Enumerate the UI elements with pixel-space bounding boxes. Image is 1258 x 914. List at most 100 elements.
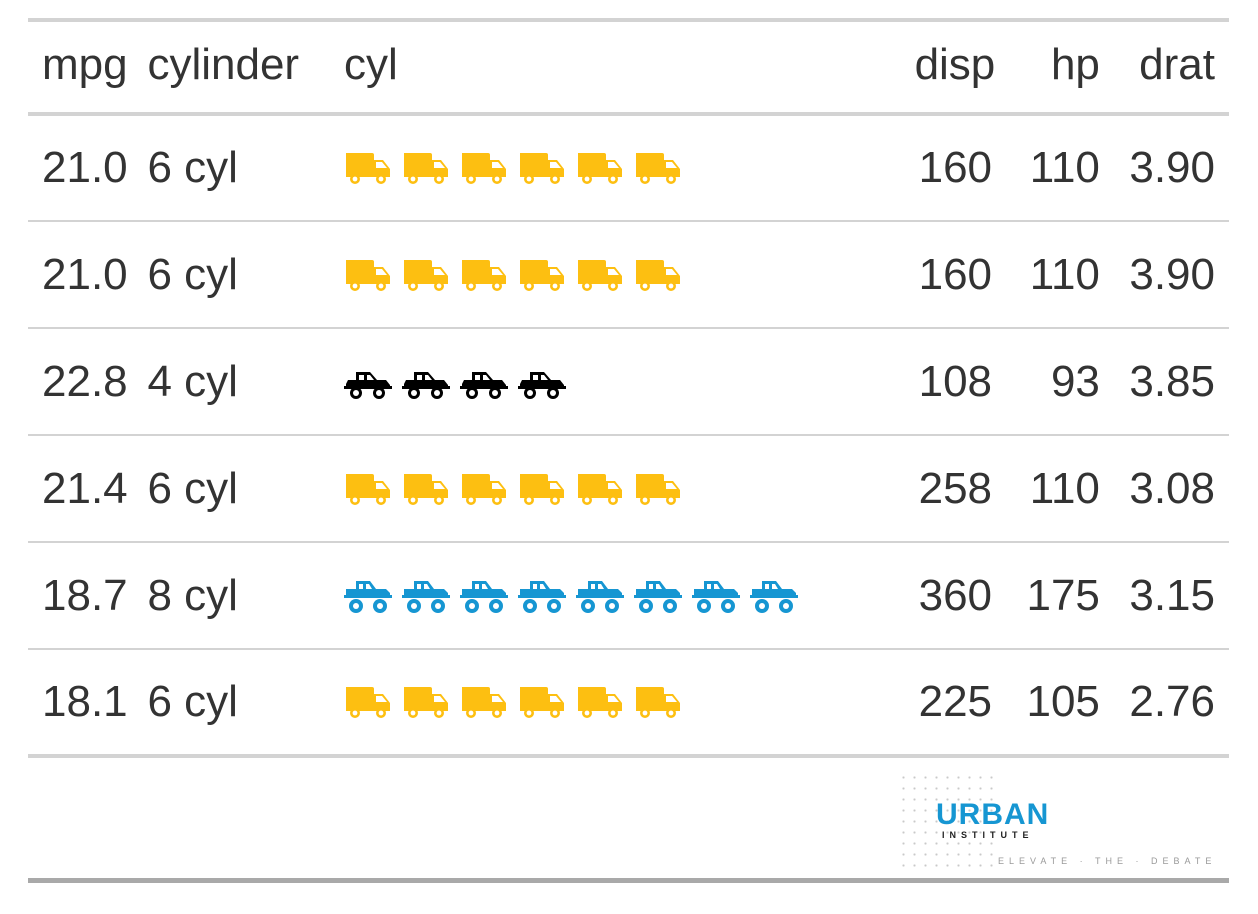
cell-drat: 2.76 [1113, 649, 1229, 758]
cell-cylinder: 6 cyl [133, 114, 331, 222]
logo-name: URBAN [936, 798, 1050, 831]
cell-mpg: 18.7 [28, 542, 134, 650]
truck-icon [462, 153, 507, 184]
cell-disp: 108 [900, 328, 1007, 436]
truck-icon [578, 153, 623, 184]
cell-mpg: 22.8 [28, 328, 134, 436]
table-body: 21.0 6 cyl 160 110 3.90 21.0 6 cyl 160 110 3.90 22… [28, 114, 1229, 758]
cell-drat: 3.85 [1113, 328, 1229, 436]
logo-subname: INSTITUTE [942, 830, 1034, 840]
cell-cyl-icons [330, 328, 901, 436]
cell-mpg: 21.0 [28, 114, 134, 222]
cyl-icon-group [344, 682, 887, 722]
urban-institute-logo: URBAN INSTITUTE ELEVATE · THE · DEBATE [898, 772, 1228, 867]
car-side-icon [460, 371, 509, 399]
table-top-rule [28, 18, 1229, 22]
column-header-mpg: mpg [28, 18, 134, 116]
cyl-icon-group [344, 469, 887, 509]
truck-icon [404, 687, 449, 718]
truck-icon [346, 687, 391, 718]
truck-icon [462, 473, 507, 505]
monster-truck-icon [750, 580, 799, 613]
cell-cylinder: 8 cyl [133, 542, 331, 650]
cell-disp: 160 [900, 114, 1007, 222]
truck-icon [636, 687, 681, 718]
cell-disp: 258 [900, 435, 1007, 543]
truck-icon [404, 259, 449, 291]
cell-cylinder: 6 cyl [133, 435, 331, 543]
cell-hp: 110 [1006, 435, 1114, 543]
monster-truck-icon [460, 580, 509, 613]
column-header-disp: disp [900, 18, 1007, 116]
truck-icon [636, 259, 681, 291]
column-header-cylinder: cylinder [133, 18, 331, 116]
cell-drat: 3.08 [1113, 435, 1229, 543]
data-table-container: mpg cylinder cyl disp hp drat 21.0 6 cyl 1… [28, 18, 1229, 758]
column-header-cyl: cyl [330, 18, 901, 116]
cell-cyl-icons [330, 649, 901, 758]
cell-cyl-icons [330, 435, 901, 543]
cell-cyl-icons [330, 114, 901, 222]
cell-mpg: 18.1 [28, 649, 134, 758]
table-row: 18.1 6 cyl 225 105 2.76 [28, 649, 1229, 758]
cell-hp: 175 [1006, 542, 1114, 650]
cell-mpg: 21.4 [28, 435, 134, 543]
cell-drat: 3.90 [1113, 114, 1229, 222]
car-side-icon [402, 371, 451, 399]
truck-icon [520, 473, 565, 505]
cyl-icon-group [344, 148, 887, 188]
table-row: 21.0 6 cyl 160 110 3.90 [28, 114, 1229, 222]
logo-dot-pattern [898, 772, 998, 867]
car-side-icon [344, 371, 393, 399]
truck-icon [462, 259, 507, 291]
cell-drat: 3.15 [1113, 542, 1229, 650]
table-row: 21.4 6 cyl 258 110 3.08 [28, 435, 1229, 543]
monster-truck-icon [692, 580, 741, 613]
truck-icon [520, 259, 565, 291]
table-bottom-rule [28, 878, 1229, 883]
truck-icon [520, 687, 565, 718]
monster-truck-icon [518, 580, 567, 613]
cell-disp: 360 [900, 542, 1007, 650]
truck-icon [520, 153, 565, 184]
cyl-icon-group [344, 362, 887, 402]
cell-cylinder: 6 cyl [133, 221, 331, 329]
monster-truck-icon [576, 580, 625, 613]
cell-hp: 93 [1006, 328, 1114, 436]
cell-hp: 110 [1006, 221, 1114, 329]
table-footer: URBAN INSTITUTE ELEVATE · THE · DEBATE [28, 762, 1229, 880]
truck-icon [636, 473, 681, 505]
truck-icon [346, 473, 391, 505]
monster-truck-icon [634, 580, 683, 613]
cell-hp: 105 [1006, 649, 1114, 758]
truck-icon [404, 473, 449, 505]
cell-cylinder: 4 cyl [133, 328, 331, 436]
cell-disp: 160 [900, 221, 1007, 329]
table-header-row: mpg cylinder cyl disp hp drat [28, 18, 1229, 116]
monster-truck-icon [402, 580, 451, 613]
cell-cylinder: 6 cyl [133, 649, 331, 758]
cyl-icon-group [344, 255, 887, 295]
cyl-icon-group [344, 576, 887, 616]
truck-icon [346, 259, 391, 291]
truck-icon [462, 687, 507, 718]
column-header-hp: hp [1006, 18, 1114, 116]
cell-mpg: 21.0 [28, 221, 134, 329]
logo-tagline: ELEVATE · THE · DEBATE [998, 856, 1217, 866]
truck-icon [578, 473, 623, 505]
monster-truck-icon [344, 580, 393, 613]
table-row: 22.8 4 cyl 108 93 3.85 [28, 328, 1229, 436]
cell-cyl-icons [330, 542, 901, 650]
truck-icon [578, 259, 623, 291]
cell-hp: 110 [1006, 114, 1114, 222]
table-row: 18.7 8 cyl 360 175 3.15 [28, 542, 1229, 650]
table-row: 21.0 6 cyl 160 110 3.90 [28, 221, 1229, 329]
column-header-drat: drat [1113, 18, 1229, 116]
cell-cyl-icons [330, 221, 901, 329]
cell-drat: 3.90 [1113, 221, 1229, 329]
truck-icon [404, 153, 449, 184]
truck-icon [636, 153, 681, 184]
car-side-icon [518, 371, 567, 399]
cell-disp: 225 [900, 649, 1007, 758]
data-table: mpg cylinder cyl disp hp drat 21.0 6 cyl 1… [28, 18, 1229, 758]
